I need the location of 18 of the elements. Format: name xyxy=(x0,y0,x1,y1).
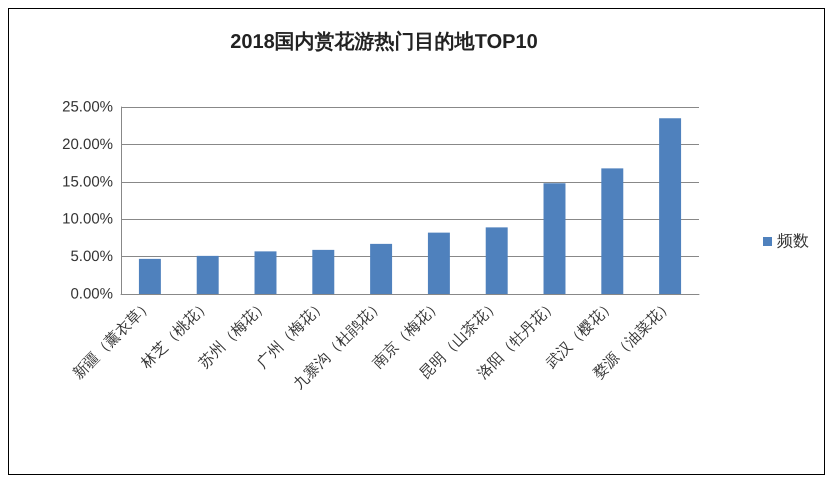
bar xyxy=(544,183,566,294)
bar xyxy=(196,256,219,294)
bar xyxy=(659,118,682,294)
y-tick-label: 20.00% xyxy=(62,136,113,153)
bar xyxy=(601,168,624,294)
y-tick-label: 15.00% xyxy=(62,173,113,190)
y-tick-label: 25.00% xyxy=(62,98,113,116)
legend-label: 频数 xyxy=(777,233,809,250)
y-tick-label: 0.00% xyxy=(70,286,113,302)
bar xyxy=(486,227,508,294)
bar xyxy=(138,258,161,294)
chart-title: 2018国内赏花游热门目的地TOP10 xyxy=(230,30,538,53)
y-tick-label: 10.00% xyxy=(62,210,113,228)
bar xyxy=(370,244,392,294)
bar xyxy=(312,250,334,294)
bar xyxy=(254,251,276,294)
y-tick-label: 5.00% xyxy=(70,248,113,266)
bar xyxy=(428,232,450,294)
